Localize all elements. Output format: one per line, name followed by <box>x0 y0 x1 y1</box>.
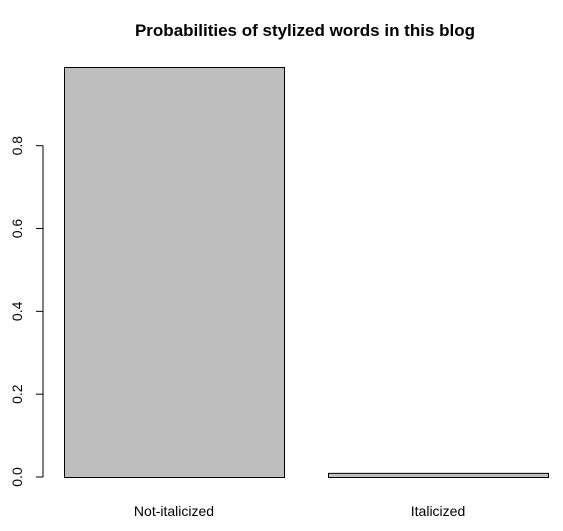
y-tick-label: 0.6 <box>9 219 25 239</box>
y-axis: 0.0 0.2 0.4 0.6 0.8 <box>9 136 44 487</box>
y-tick-label: 0.2 <box>9 384 25 404</box>
bar-italicized <box>328 472 549 478</box>
y-tick-label: 0.8 <box>9 136 25 156</box>
y-tick-label: 0.0 <box>9 467 25 487</box>
y-tick-label: 0.4 <box>9 301 25 321</box>
x-axis-labels: Not-italicized Italicized <box>134 503 465 519</box>
chart-title: Probabilities of stylized words in this … <box>135 21 475 40</box>
x-tick-label: Not-italicized <box>134 503 214 519</box>
bar-not-italicized <box>64 67 285 478</box>
bars-group <box>64 67 549 478</box>
x-tick-label: Italicized <box>411 503 465 519</box>
